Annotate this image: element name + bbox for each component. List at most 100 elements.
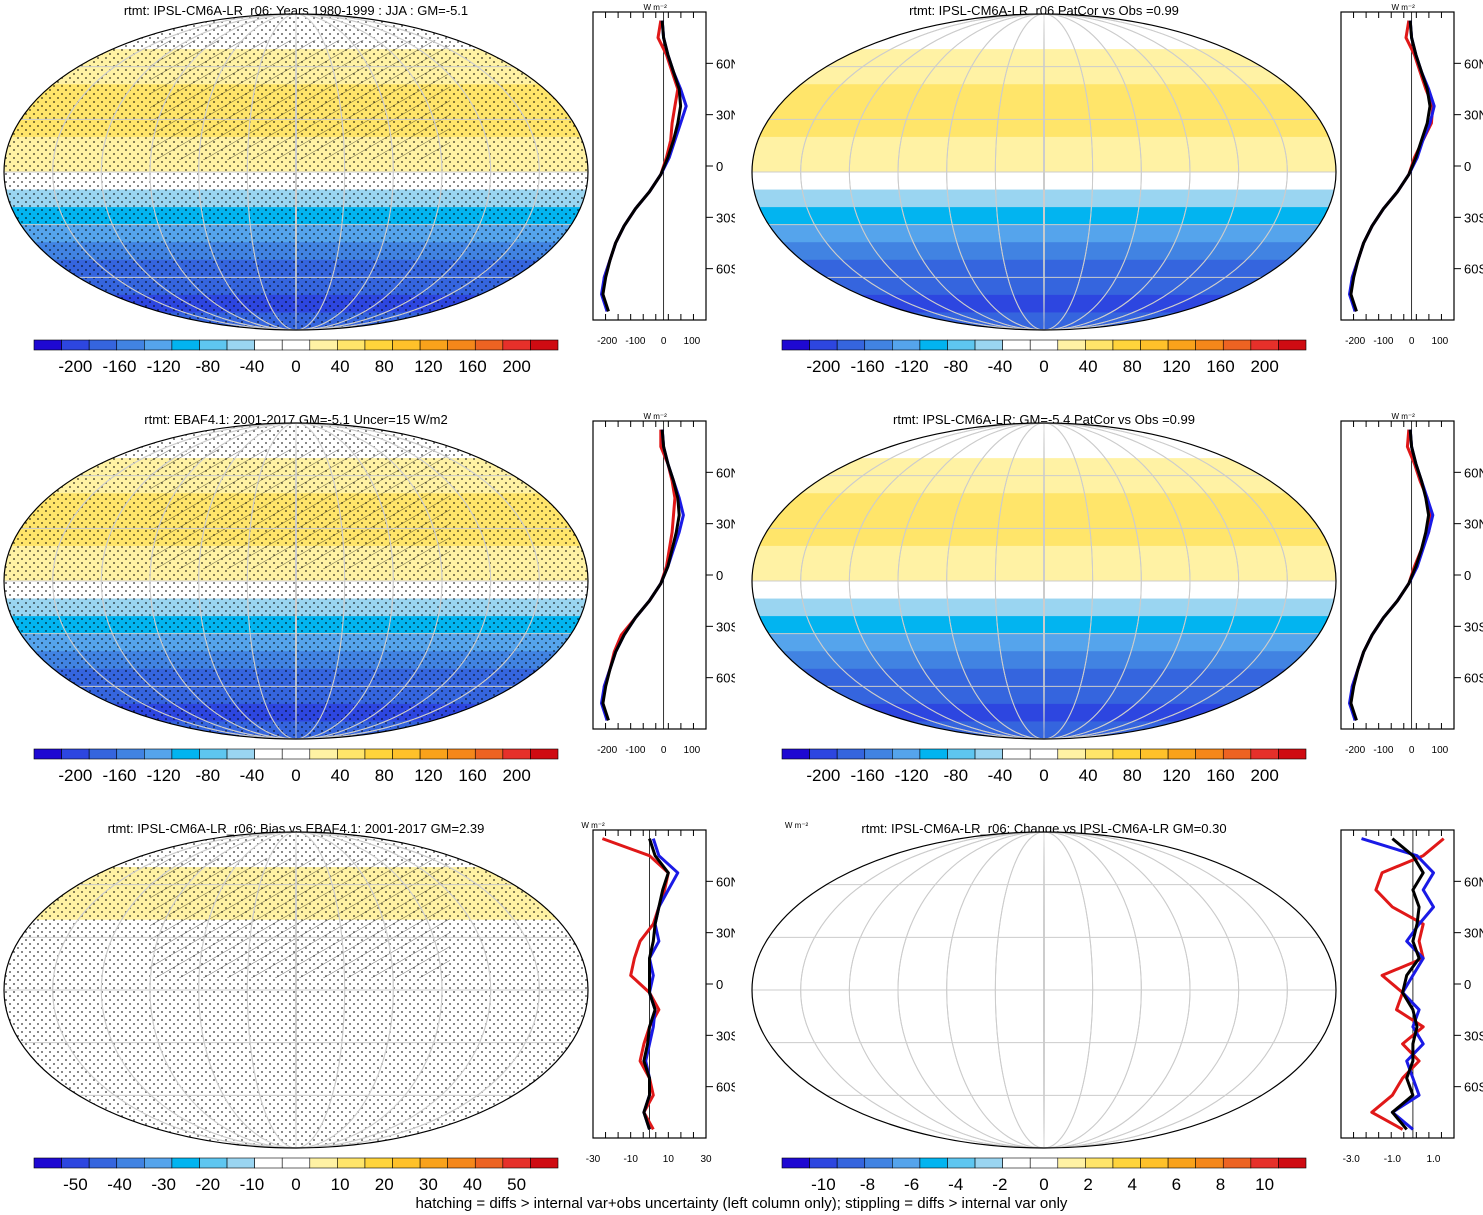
colorbar-tick-label: 0 (1039, 766, 1048, 784)
colorbar-swatch (1057, 339, 1086, 351)
colorbar-swatch (1278, 339, 1307, 351)
profile-lat-label: 30N (1464, 108, 1483, 123)
colorbar-tick-label: -120 (895, 766, 929, 784)
map-border (751, 13, 1337, 331)
profile-lat-label: 0 (716, 159, 723, 174)
map-lat-band (752, 954, 1336, 974)
colorbar: -200 -160 -120 -80 -40 0 40 80 120 160 200 (781, 339, 1307, 375)
panel-title: rtmt: IPSL-CM6A-LR_r06: Bias vs EBAF4.1:… (108, 821, 485, 836)
profile-x-tick-label: -200 (1345, 745, 1365, 756)
colorbar-tick-label: 40 (463, 1175, 482, 1193)
colorbar-swatch (974, 339, 1003, 351)
profile-lat-label: 60N (716, 465, 735, 480)
colorbar-swatch (392, 339, 421, 351)
colorbar-swatch (1167, 1157, 1196, 1169)
colorbar-swatch (892, 339, 921, 351)
colorbar-swatch (809, 748, 838, 760)
profile-x-tick-label: 0 (1409, 745, 1415, 756)
graticule-meridian (100, 423, 492, 739)
map-lat-band (752, 101, 1336, 121)
map-field (4, 832, 588, 1148)
zonal-profile: W m⁻² 60N 30N 0 30S 60S -200 -100 0 100 (1340, 3, 1483, 347)
profile-series-profile_model (1348, 20, 1436, 312)
map-lat-band (752, 189, 1336, 209)
graticule-meridian (897, 832, 1191, 1148)
colorbar-swatch (337, 1157, 366, 1169)
profile-lat-label: 0 (1464, 568, 1471, 583)
colorbar-swatch (892, 1157, 921, 1169)
map-lat-band (752, 136, 1336, 156)
map-lat-band (752, 937, 1336, 956)
colorbar-tick-label: 40 (1079, 357, 1098, 375)
profile-unit-label: W m⁻² (643, 3, 667, 12)
map-lat-band (752, 84, 1336, 103)
colorbar-swatch (474, 339, 504, 351)
profile-x-tick-label: -100 (625, 336, 645, 347)
colorbar-tick-label: -200 (58, 766, 92, 784)
colorbar-tick-label: -160 (850, 766, 884, 784)
colorbar-swatch (1112, 748, 1141, 760)
colorbar-tick-label: 0 (291, 1175, 300, 1193)
colorbar-swatch (309, 1157, 338, 1169)
colorbar-tick-label: -6 (904, 1175, 919, 1193)
graticule-meridian (198, 832, 394, 1148)
colorbar-tick-label: 160 (1206, 357, 1234, 375)
graticule-meridian (246, 14, 346, 330)
panel-title: rtmt: IPSL-CM6A-LR_r06: Years 1980-1999 … (124, 3, 468, 18)
colorbar-swatch (447, 1157, 476, 1169)
colorbar-tick-label: 0 (291, 766, 300, 784)
map-lat-band (752, 651, 1336, 670)
colorbar-swatch (864, 1157, 893, 1169)
colorbar-tick-label: 200 (1250, 357, 1278, 375)
colorbar-tick-label: 80 (375, 766, 394, 784)
zonal-profile: W m⁻² 60N 30N 0 30S 60S -3.0 -1.0 1.0 (785, 821, 1483, 1165)
chart-panel-6: rtmt: IPSL-CM6A-LR_r06: Change vs IPSL-C… (751, 821, 1483, 1193)
colorbar-swatch (974, 748, 1003, 760)
profile-lat-label: 60N (1464, 56, 1483, 71)
colorbar-swatch (809, 339, 838, 351)
graticule-meridian (246, 423, 346, 739)
map-lat-band (752, 598, 1336, 618)
colorbar-tick-label: -40 (240, 357, 265, 375)
colorbar-tick-label: -40 (988, 357, 1013, 375)
colorbar-tick-label: -120 (147, 766, 181, 784)
colorbar-swatch (171, 748, 200, 760)
colorbar-tick-label: 10 (1255, 1175, 1274, 1193)
colorbar-swatch (1029, 1157, 1059, 1169)
profile-lat-label: 30N (716, 926, 735, 941)
colorbar-swatch (1112, 1157, 1141, 1169)
colorbar: -50 -40 -30 -20 -10 0 10 20 30 40 50 (33, 1157, 559, 1193)
colorbar-swatch (1140, 748, 1169, 760)
profile-unit-label: W m⁻² (1391, 412, 1415, 421)
map-lat-band (752, 312, 1336, 330)
colorbar-swatch (1002, 339, 1031, 351)
colorbar-tick-label: -40 (988, 766, 1013, 784)
profile-lat-label: 60S (716, 671, 735, 686)
colorbar-tick-label: -200 (806, 766, 840, 784)
zonal-profile: W m⁻² 60N 30N 0 30S 60S -200 -100 0 100 (592, 412, 735, 756)
map-border (3, 13, 589, 331)
colorbar-swatch (88, 1157, 118, 1169)
profile-x-tick-label: 1.0 (1427, 1154, 1441, 1165)
profile-lat-label: 30S (716, 210, 735, 225)
colorbar-tick-label: 160 (458, 766, 486, 784)
profile-x-tick-label: -30 (586, 1154, 601, 1165)
chart-panel-5: rtmt: IPSL-CM6A-LR_r06: Bias vs EBAF4.1:… (3, 821, 735, 1193)
colorbar-swatch (419, 1157, 448, 1169)
map-lat-band (752, 510, 1336, 530)
colorbar-tick-label: -10 (811, 1175, 836, 1193)
colorbar-tick-label: 200 (502, 766, 530, 784)
colorbar-swatch (1195, 1157, 1224, 1169)
colorbar-swatch (392, 748, 421, 760)
graticule-meridian (100, 832, 492, 1148)
graticule-meridian (295, 14, 297, 330)
colorbar-swatch (116, 1157, 145, 1169)
profile-lat-label: 60N (716, 874, 735, 889)
profile-lat-label: 60S (1464, 671, 1483, 686)
profile-series-profile_other (601, 429, 681, 721)
map-lat-band (752, 1112, 1336, 1132)
colorbar-swatch (364, 339, 393, 351)
colorbar-swatch (226, 339, 255, 351)
profile-x-tick-label: -200 (597, 745, 617, 756)
colorbar-swatch (892, 748, 921, 760)
